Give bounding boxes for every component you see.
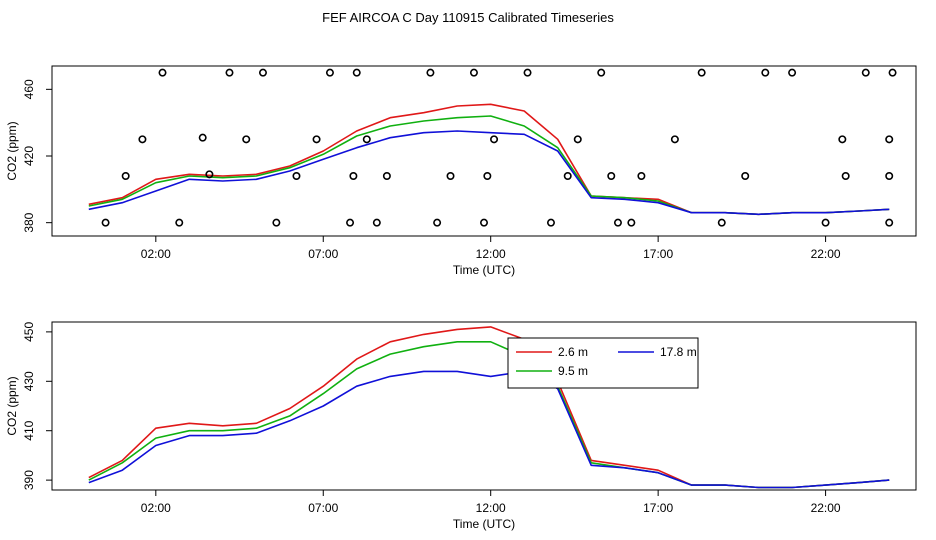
flag-point: [838, 135, 847, 144]
flag-point: [372, 218, 381, 227]
flag-point: [349, 172, 358, 181]
plot-frame: [51, 65, 917, 237]
flag-point: [101, 218, 110, 227]
flag-point: [885, 218, 894, 227]
flag-point: [741, 172, 750, 181]
flag-point: [121, 172, 130, 181]
flag-point: [346, 218, 355, 227]
flag-point: [885, 135, 894, 144]
flag-point: [225, 68, 234, 77]
flag-point: [426, 68, 435, 77]
flag-point: [382, 172, 391, 181]
flag-point: [158, 68, 167, 77]
flag-point: [637, 172, 646, 181]
plot-frame: [51, 321, 917, 491]
flag-point: [490, 135, 499, 144]
flag-point: [761, 68, 770, 77]
flag-point: [312, 135, 321, 144]
flag-point: [446, 172, 455, 181]
flag-point: [788, 68, 797, 77]
flag-point: [597, 68, 606, 77]
top-panel: 02:00 07:00 12:00 17:00 22:00 380 420 460 Time (…: [5, 65, 917, 277]
flag-point: [573, 135, 582, 144]
flag-point: [523, 68, 532, 77]
figure-title: FEF AIRCOA C Day 110915 Calibrated Times…: [322, 10, 614, 25]
y-tick-label: 460: [22, 79, 36, 99]
y-tick-label: 430: [22, 371, 36, 391]
y-axis-label: CO2 (ppm): [5, 376, 19, 435]
flag-point: [352, 68, 361, 77]
flag-point: [607, 172, 616, 181]
y-tick-label: 380: [22, 212, 36, 232]
flag-point: [717, 218, 726, 227]
series-line-9-5-m: [88, 340, 890, 489]
x-tick-label: 07:00: [308, 247, 338, 261]
flag-point: [258, 68, 267, 77]
series-line-9-5-m: [88, 115, 890, 216]
flag-point: [627, 218, 636, 227]
flag-point: [888, 68, 897, 77]
legend-label: 9.5 m: [558, 364, 588, 378]
x-tick-label: 17:00: [643, 501, 673, 515]
flag-point: [821, 218, 830, 227]
flag-point: [885, 172, 894, 181]
y-tick-label: 390: [22, 470, 36, 490]
x-tick-label: 02:00: [141, 501, 171, 515]
flag-point: [138, 135, 147, 144]
flag-point: [841, 172, 850, 181]
flag-point: [697, 68, 706, 77]
flag-point: [362, 135, 371, 144]
flag-point: [198, 133, 207, 142]
flag-point: [483, 172, 492, 181]
flag-point: [670, 135, 679, 144]
x-tick-label: 12:00: [476, 247, 506, 261]
flag-point: [469, 68, 478, 77]
flag-point: [861, 68, 870, 77]
flag-point: [613, 218, 622, 227]
series-line-17-8-m: [88, 370, 890, 489]
series-line-2-6-m: [88, 326, 890, 489]
flag-point: [242, 135, 251, 144]
x-tick-label: 07:00: [308, 501, 338, 515]
flag-point: [433, 218, 442, 227]
legend-box: [507, 337, 699, 389]
y-tick-label: 450: [22, 322, 36, 342]
y-axis-label: CO2 (ppm): [5, 121, 19, 180]
y-tick-label: 410: [22, 420, 36, 440]
x-tick-label: 22:00: [811, 501, 841, 515]
bottom-panel: 02:00 07:00 12:00 17:00 22:00 390 410 430 450 Tim…: [5, 321, 917, 531]
flag-point: [563, 172, 572, 181]
flag-point: [205, 170, 214, 179]
x-tick-label: 17:00: [643, 247, 673, 261]
legend-label: 17.8 m: [660, 345, 697, 359]
flag-point: [546, 218, 555, 227]
series-line-2-6-m: [88, 103, 890, 216]
flag-point: [479, 218, 488, 227]
legend-label: 2.6 m: [558, 345, 588, 359]
x-tick-label: 22:00: [811, 247, 841, 261]
flag-point: [292, 172, 301, 181]
x-axis-label: Time (UTC): [453, 517, 515, 531]
y-tick-label: 420: [22, 146, 36, 166]
legend: 2.6 m 17.8 m 9.5 m: [507, 337, 699, 389]
x-tick-label: 12:00: [476, 501, 506, 515]
flag-point: [272, 218, 281, 227]
flag-point: [175, 218, 184, 227]
flag-point: [325, 68, 334, 77]
x-tick-label: 02:00: [141, 247, 171, 261]
series-line-17-8-m: [88, 130, 890, 216]
x-axis-label: Time (UTC): [453, 263, 515, 277]
